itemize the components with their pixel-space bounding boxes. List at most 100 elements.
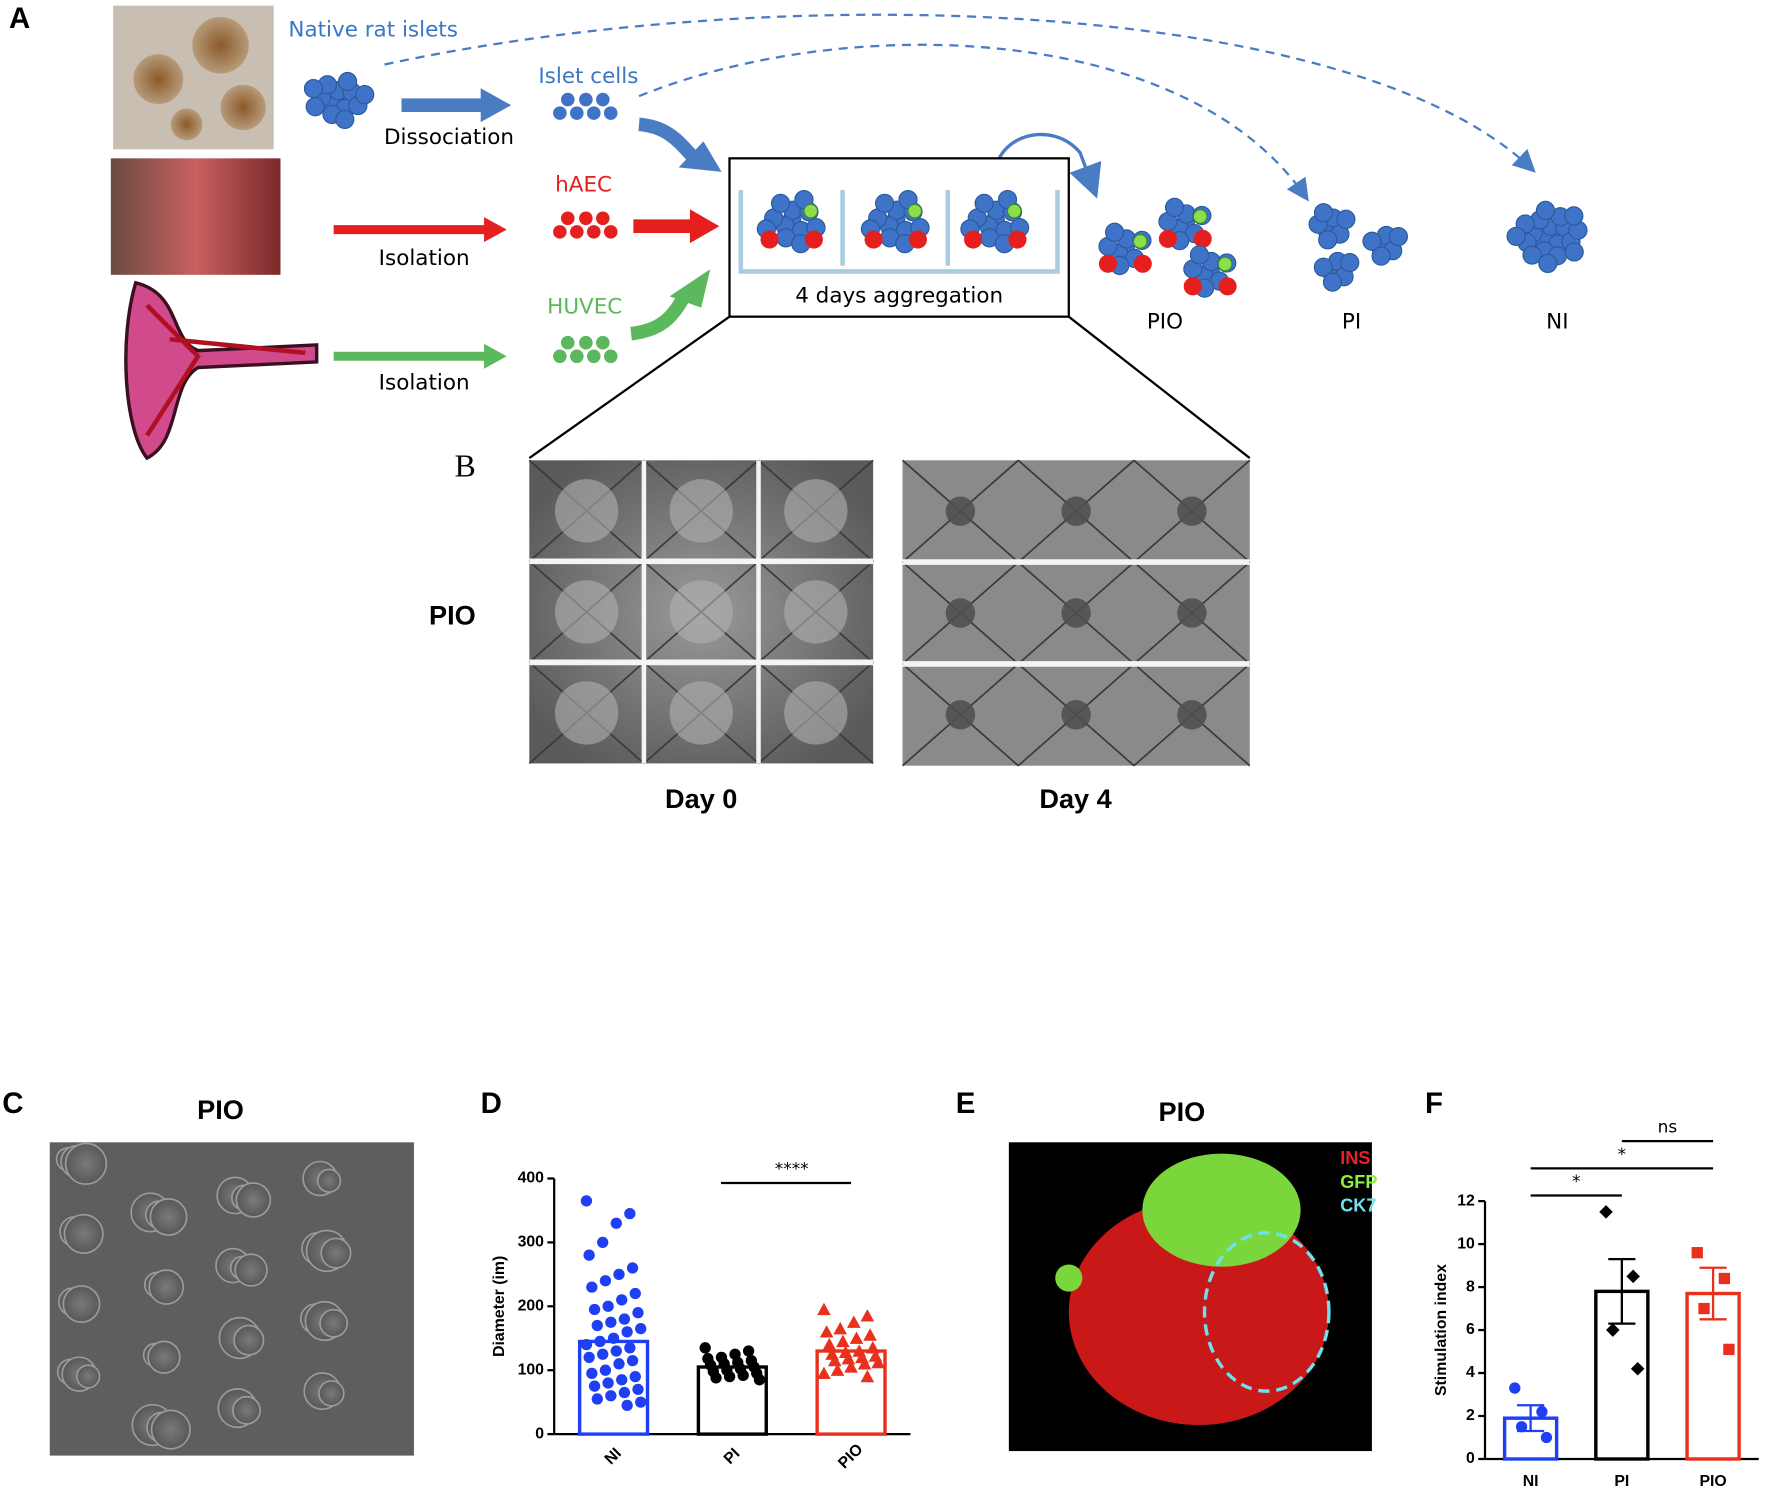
cell <box>1535 200 1556 220</box>
cell <box>335 109 355 130</box>
cell <box>570 349 584 364</box>
panel-label: B <box>455 449 476 484</box>
data-point <box>1515 1421 1528 1433</box>
y-tick-label: 300 <box>518 1234 545 1251</box>
data-point <box>828 1353 842 1367</box>
cell <box>586 225 601 239</box>
umbilical-cord <box>124 280 319 461</box>
label: Native rat islets <box>288 18 458 43</box>
islet-blob <box>170 108 203 141</box>
cell <box>1313 203 1334 223</box>
cell <box>770 193 791 213</box>
data-point <box>635 1396 647 1408</box>
cell <box>1564 206 1584 226</box>
x-tick-label: PI <box>1614 1473 1629 1490</box>
y-tick-label: 0 <box>1466 1450 1475 1467</box>
zoom-lines <box>528 315 1251 459</box>
data-point <box>699 1342 711 1354</box>
cell <box>586 349 601 364</box>
data-point <box>753 1374 766 1386</box>
label: Dissociation <box>384 125 514 150</box>
cell <box>586 106 601 120</box>
cell <box>305 97 325 117</box>
data-point <box>597 1348 609 1360</box>
arrow-head <box>669 269 711 308</box>
organoid <box>150 1409 191 1450</box>
aggregate <box>669 580 733 644</box>
data-point <box>605 1390 617 1402</box>
panel-label: D <box>481 1087 502 1120</box>
cell <box>560 92 575 107</box>
legend-entry: CK7 <box>1340 1196 1376 1216</box>
arrow <box>630 292 691 341</box>
legend: INS GFP CK7 <box>1340 1148 1377 1216</box>
ck7-stain <box>1202 1231 1331 1393</box>
data-point <box>1691 1247 1703 1259</box>
x-tick-label: PIO <box>1699 1473 1726 1490</box>
organoid <box>318 1380 345 1407</box>
aggregate <box>1061 496 1091 526</box>
islet-blob <box>133 54 184 105</box>
panel-label: C <box>2 1087 23 1120</box>
cell <box>1506 226 1526 246</box>
arrow-head <box>484 217 507 243</box>
cell <box>1132 234 1148 249</box>
data-point <box>1718 1272 1731 1285</box>
cell <box>964 230 983 249</box>
organoid <box>233 1324 265 1356</box>
cell <box>864 230 883 249</box>
aggregate <box>784 681 848 745</box>
aggregate <box>945 496 976 526</box>
dashed-arrow <box>638 43 1309 202</box>
cell <box>1189 245 1210 265</box>
cell <box>1522 245 1542 265</box>
data-point <box>624 1342 636 1354</box>
data-point <box>629 1287 641 1300</box>
cell <box>1371 246 1391 266</box>
organoid <box>149 1198 188 1236</box>
significance-label: **** <box>775 1158 809 1178</box>
data-point <box>629 1370 641 1383</box>
gfp-stain <box>1142 1153 1301 1267</box>
data-point <box>602 1300 614 1312</box>
data-point <box>594 1335 606 1348</box>
cell <box>1098 254 1117 273</box>
cell <box>560 335 575 350</box>
arrow-head <box>689 209 720 244</box>
cell <box>570 225 584 239</box>
organoids <box>55 1142 352 1450</box>
data-point <box>602 1377 614 1389</box>
cell <box>553 106 567 120</box>
data-point <box>866 1341 880 1354</box>
y-tick-label: 6 <box>1466 1321 1475 1338</box>
significance-label: * <box>1618 1144 1626 1164</box>
y-tick-label: 4 <box>1466 1364 1475 1381</box>
cell <box>579 335 593 350</box>
cell <box>1313 257 1333 277</box>
data-point <box>1536 1406 1548 1418</box>
data-point <box>586 1281 598 1293</box>
data-point <box>742 1345 755 1357</box>
cell <box>803 203 819 219</box>
cell <box>1193 229 1212 248</box>
data-point <box>610 1217 622 1229</box>
x-tick-label: NI <box>602 1445 625 1468</box>
label: hAEC <box>555 172 612 197</box>
islet-blob <box>192 16 249 74</box>
data-point <box>857 1357 872 1370</box>
data-point <box>817 1302 831 1316</box>
data-point <box>626 1262 639 1274</box>
cell <box>1133 254 1152 273</box>
cell <box>1362 231 1382 251</box>
wells <box>738 190 1060 274</box>
data-point <box>616 1294 628 1306</box>
data-point <box>605 1316 617 1328</box>
y-tick-label: 8 <box>1466 1278 1475 1295</box>
y-axis-label: Stimulation index <box>1433 1264 1450 1396</box>
cell <box>1388 226 1408 247</box>
data-point <box>591 1393 603 1405</box>
data-point <box>836 1334 850 1348</box>
aggregate <box>669 479 733 543</box>
cell <box>560 211 575 226</box>
